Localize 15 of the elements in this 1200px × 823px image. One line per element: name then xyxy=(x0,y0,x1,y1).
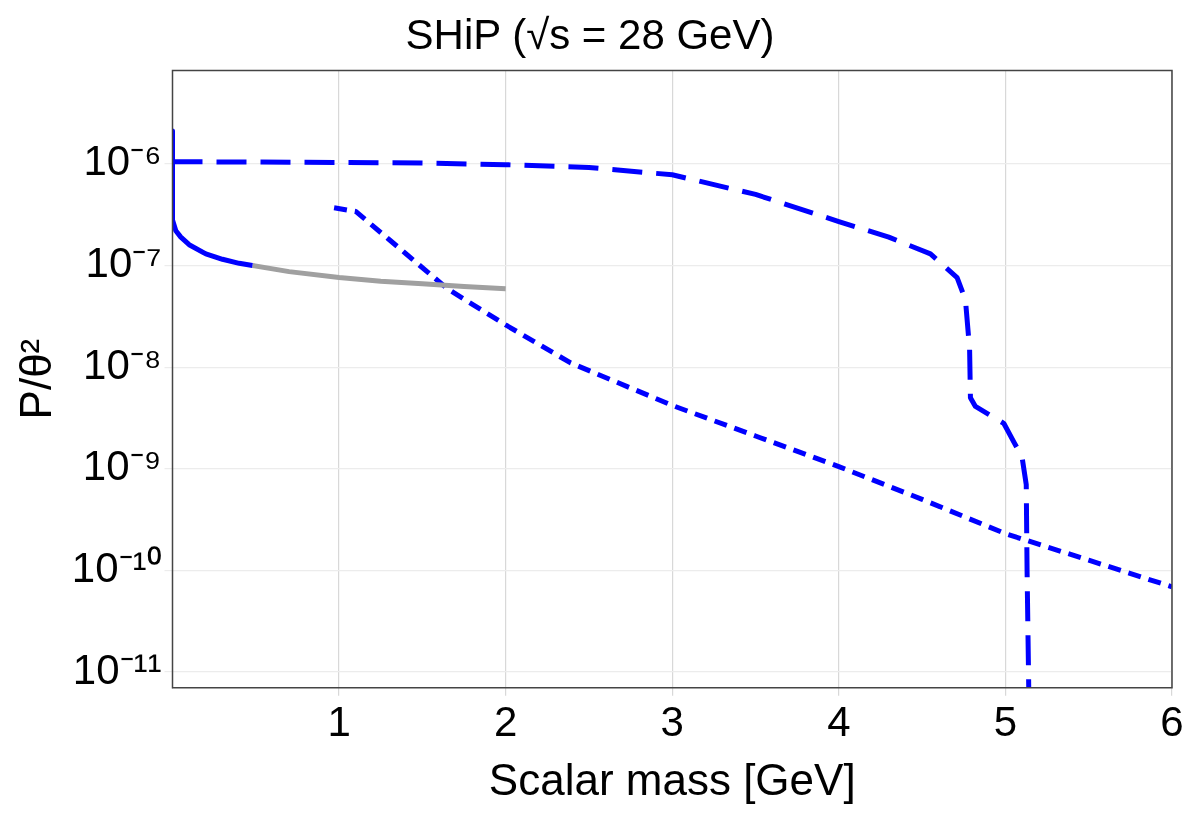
y-tick-label: 10⁻⁹ xyxy=(82,442,162,490)
y-tick-label: 10⁻¹¹ xyxy=(72,645,162,693)
x-tick-label: 2 xyxy=(493,697,518,745)
x-tick-label: 3 xyxy=(660,697,684,745)
y-axis-title: P/θ² xyxy=(10,338,60,420)
chart-title: SHiP (√s = 28 GeV) xyxy=(405,10,775,58)
y-tick-label: 10⁻¹⁰ xyxy=(71,543,162,591)
x-tick-label: 1 xyxy=(327,697,351,745)
y-tick-label: 10⁻⁷ xyxy=(85,239,162,287)
y-tick-label: 10⁻⁶ xyxy=(83,137,162,185)
y-tick-label: 10⁻⁸ xyxy=(83,340,162,388)
x-tick-label: 4 xyxy=(827,697,851,745)
x-axis-title: Scalar mass [GeV] xyxy=(488,754,856,804)
x-tick-label: 5 xyxy=(993,697,1018,745)
x-tick-label: 6 xyxy=(1160,697,1184,745)
